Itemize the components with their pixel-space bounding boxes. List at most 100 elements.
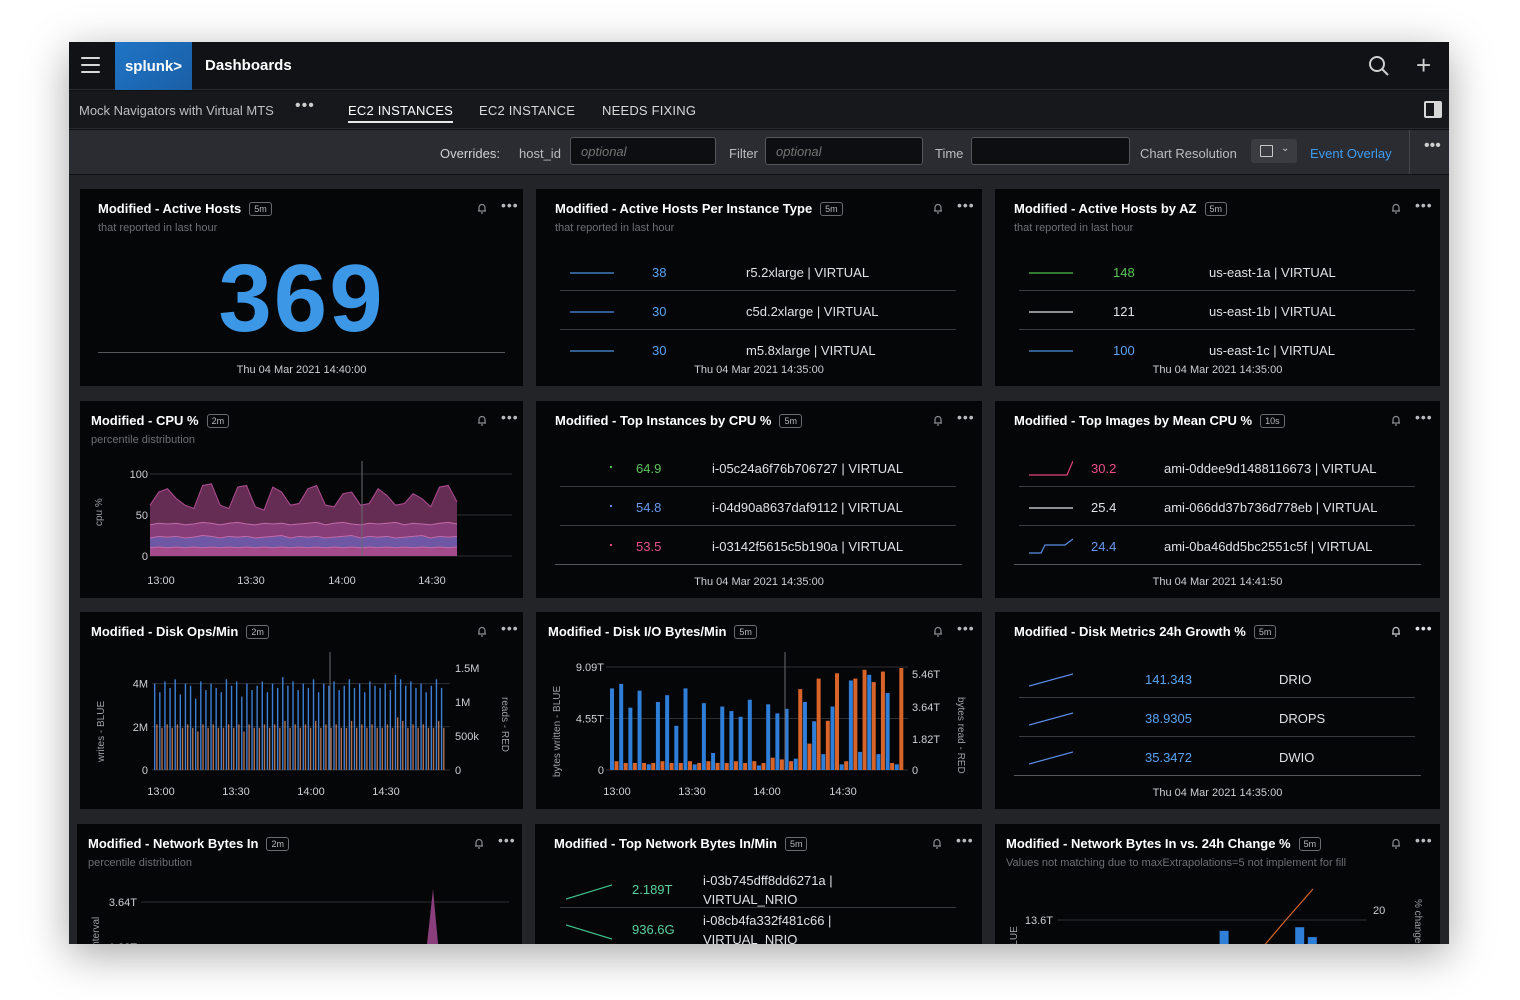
disk-ops-bar-chart[interactable]: 0 2M 4M 0 500k 1M 1.5M writes - BLUE reads - RED… (80, 647, 523, 809)
panel-disk-growth[interactable]: Modified - Disk Metrics 24h Growth % 5m •… (995, 612, 1440, 809)
splunk-logo[interactable]: splunk> (115, 42, 192, 90)
more-icon[interactable]: ••• (295, 97, 315, 114)
panel-top-network-bytes[interactable]: Modified - Top Network Bytes In/Min 5m ••… (535, 824, 982, 944)
bytes-written-bar (628, 707, 633, 770)
list-item[interactable]: 141.343 DRIO (1019, 660, 1415, 698)
bytes-written-bar (802, 702, 807, 770)
network-in-area-chart[interactable]: 1.82T 3.64T interval (77, 879, 522, 944)
tab-ec2-instance[interactable]: EC2 INSTANCE (479, 103, 576, 118)
list-item[interactable]: 38.9305 DROPS (1019, 699, 1415, 737)
list-item[interactable]: 54.8 i-04d90a8637daf9112 | VIRTUAL (560, 488, 956, 526)
panel-title: Modified - Disk Metrics 24h Growth % 5m (1014, 624, 1277, 639)
bell-icon[interactable] (1391, 626, 1401, 637)
x-tick-label: 13:00 (603, 786, 631, 798)
list-item[interactable]: 148 us-east-1a | VIRTUAL (1019, 253, 1415, 291)
reads-bar (248, 724, 250, 770)
list-item[interactable]: 121 us-east-1b | VIRTUAL (1019, 292, 1415, 330)
layout-toggle-icon[interactable] (1424, 101, 1442, 118)
bell-icon[interactable] (933, 626, 943, 637)
bell-icon[interactable] (1391, 838, 1401, 849)
bell-icon[interactable] (1391, 415, 1401, 426)
bytes-written-bar (775, 713, 780, 770)
bell-icon[interactable] (477, 626, 487, 637)
more-icon[interactable]: ••• (956, 832, 974, 848)
more-icon[interactable]: ••• (501, 620, 519, 636)
bytes-read-bar (752, 761, 757, 770)
panel-top-instances-cpu[interactable]: Modified - Top Instances by CPU % 5m ••• … (536, 401, 982, 598)
more-icon[interactable]: ••• (957, 409, 975, 425)
filter-input[interactable] (765, 137, 923, 165)
dashboard-group-name[interactable]: Mock Navigators with Virtual MTS (79, 103, 274, 118)
panel-hosts-by-az[interactable]: Modified - Active Hosts by AZ 5m that rep… (995, 189, 1440, 386)
list-item[interactable]: 30 m5.8xlarge | VIRTUAL (560, 331, 962, 363)
writes-bar (312, 679, 315, 770)
list-item[interactable]: 100 us-east-1c | VIRTUAL (1019, 331, 1421, 363)
writes-bar (282, 677, 284, 770)
list-item[interactable]: 53.5 i-03142f5615c5b190a | VIRTUAL (555, 527, 962, 565)
event-overlay-button[interactable]: Event Overlay (1310, 146, 1392, 161)
bell-icon[interactable] (933, 415, 943, 426)
panel-hosts-per-instance-type[interactable]: Modified - Active Hosts Per Instance Typ… (536, 189, 982, 386)
list-label: i-08cb4fa332f481c66 | (703, 913, 832, 928)
bytes-written-bar (894, 764, 899, 770)
tab-ec2-instances[interactable]: EC2 INSTANCES (348, 103, 453, 123)
more-icon[interactable]: ••• (1415, 409, 1433, 425)
more-icon[interactable]: ••• (1415, 197, 1433, 213)
more-icon[interactable]: ••• (1415, 832, 1433, 848)
panel-disk-io[interactable]: Modified - Disk I/O Bytes/Min 5m ••• 0 4.5… (536, 612, 982, 809)
reads-bar (427, 727, 430, 770)
host-id-input[interactable] (570, 137, 716, 165)
writes-bar (246, 683, 248, 770)
panel-disk-ops[interactable]: Modified - Disk Ops/Min 2m ••• 0 2M 4M 0 500k… (80, 612, 523, 809)
panel-top-images-cpu[interactable]: Modified - Top Images by Mean CPU % 10s •… (995, 401, 1440, 598)
more-icon[interactable]: ••• (501, 409, 519, 425)
bell-icon[interactable] (477, 415, 487, 426)
chart-resolution-select[interactable]: ⌄ (1251, 139, 1297, 163)
disk-io-bar-chart[interactable]: 0 4.55T 9.09T 0 1.82T 3.64T 5.46T bytes written… (536, 647, 982, 809)
more-icon[interactable]: ••• (501, 197, 519, 213)
more-icon[interactable]: ••• (1424, 137, 1441, 154)
sparkline (1029, 673, 1073, 687)
panel-title: Modified - Active Hosts Per Instance Typ… (555, 201, 843, 216)
bell-icon[interactable] (474, 838, 484, 849)
refresh-badge: 5m (734, 625, 757, 639)
more-icon[interactable]: ••• (957, 197, 975, 213)
list-item[interactable]: 2.189T i-03b745dff8dd6271a | VIRTUAL_NRI… (560, 868, 956, 908)
list-item[interactable]: 24.4 ami-0ba46dd5bc2551c5f | VIRTUAL (1014, 527, 1421, 565)
time-input[interactable] (971, 137, 1130, 165)
panel-cpu[interactable]: Modified - CPU % 2m percentile distributi… (80, 401, 523, 598)
panel-title: Modified - Disk I/O Bytes/Min 5m (548, 624, 757, 639)
bell-icon[interactable] (477, 203, 487, 214)
writes-bar (328, 685, 330, 770)
chart-resolution-label: Chart Resolution (1140, 146, 1237, 161)
sparkline (1029, 712, 1073, 726)
cpu-area-chart[interactable]: 0 50 100 cpu % 13:00 13:30 14:00 14:30 (80, 456, 523, 598)
bell-icon[interactable] (932, 838, 942, 849)
panel-network-bytes-in[interactable]: Modified - Network Bytes In 2m percentile… (77, 824, 522, 944)
list-chart: 148 us-east-1a | VIRTUAL 121 us-east-1b … (1019, 253, 1421, 363)
list-item[interactable]: 38 r5.2xlarge | VIRTUAL (560, 253, 956, 291)
list-item[interactable]: 64.9 i-05c24a6f76b706727 | VIRTUAL (560, 449, 956, 487)
more-icon[interactable]: ••• (957, 620, 975, 636)
refresh-badge: 5m (779, 414, 802, 428)
search-icon[interactable] (1368, 55, 1390, 77)
tab-needs-fixing[interactable]: NEEDS FIXING (602, 103, 697, 118)
list-item[interactable]: 936.6G i-08cb4fa332f481c66 | VIRTUAL_NRI… (560, 908, 956, 944)
bell-icon[interactable] (1391, 203, 1401, 214)
list-item[interactable]: 25.4 ami-066dd37b736d778eb | VIRTUAL (1019, 488, 1415, 526)
more-icon[interactable]: ••• (498, 832, 516, 848)
menu-icon[interactable] (81, 57, 100, 73)
panel-active-hosts[interactable]: Modified - Active Hosts 5m that reported … (80, 189, 523, 386)
x-tick-label: 13:00 (147, 786, 175, 798)
reads-bar (417, 727, 419, 770)
writes-bar (297, 690, 299, 770)
panel-network-vs-change[interactable]: Modified - Network Bytes In vs. 24h Chan… (995, 824, 1440, 944)
more-icon[interactable]: ••• (1415, 620, 1433, 636)
list-item[interactable]: 30.2 ami-0ddee9d1488116673 | VIRTUAL (1019, 449, 1415, 487)
list-item[interactable]: 30 c5d.2xlarge | VIRTUAL (560, 292, 956, 330)
bell-icon[interactable] (933, 203, 943, 214)
add-icon[interactable]: + (1416, 50, 1432, 80)
list-value: 936.6G (632, 922, 675, 937)
list-item[interactable]: 35.3472 DWIO (1014, 738, 1421, 776)
